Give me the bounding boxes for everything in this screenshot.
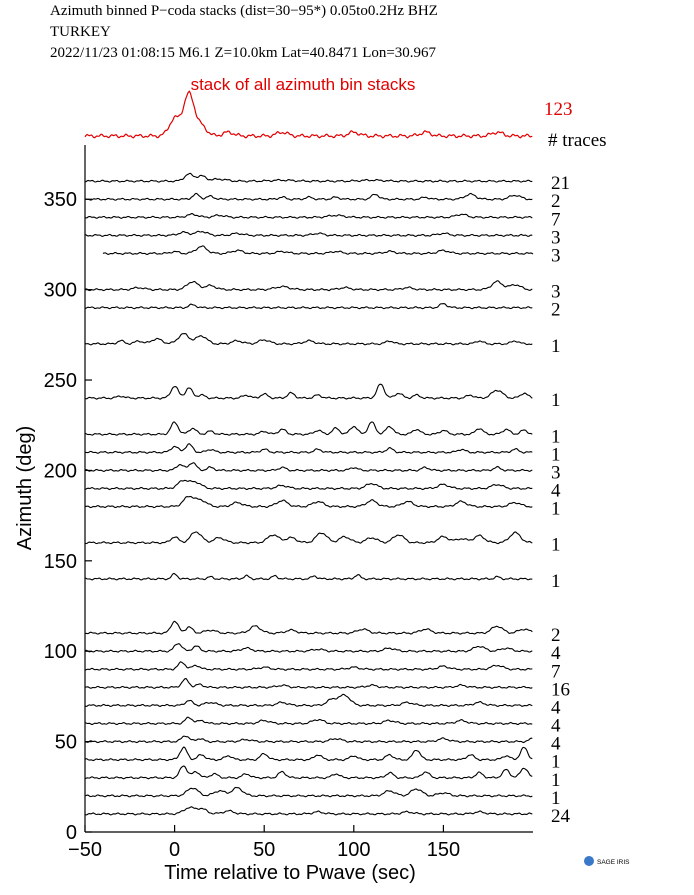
trace-count-az-70: 4 [551,697,561,718]
trace-count-az-30: 1 [551,770,561,791]
y-tick-label-2: 100 [44,641,77,663]
trace-count-az-10: 24 [551,806,571,827]
trace-count-az-210: 1 [551,444,561,465]
trace-count-az-140: 1 [551,571,561,592]
stack-label: stack of all azimuth bin stacks [191,75,416,94]
trace-count-az-90: 7 [551,661,561,682]
header-line-2: TURKEY [50,24,111,40]
x-tick-label-2: 50 [253,839,275,861]
trace-az-140 [84,572,533,581]
y-tick-label-3: 150 [44,551,77,573]
trace-count-az-350: 2 [551,191,561,212]
trace-az-110 [84,620,533,635]
x-ticks: −50 0 50 100 150 [68,825,460,861]
stack-count: 123 [544,99,573,120]
trace-az-160 [84,531,533,545]
trace-count-az-80: 16 [551,679,570,700]
trace-az-180 [84,495,533,509]
trace-az-190 [84,479,533,491]
trace-az-30 [84,765,533,780]
trace-az-50 [84,735,533,744]
trace-count-az-190: 4 [551,481,561,502]
trace-az-200 [84,462,533,472]
trace-az-10 [84,806,533,816]
trace-count-az-330: 3 [551,227,561,248]
trace-count-az-360: 21 [551,173,570,194]
x-tick-label-0: −50 [68,839,102,861]
trace-az-330 [84,230,533,237]
trace-count-az-290: 2 [551,300,561,321]
header-line-3: 2022/11/23 01:08:15 M6.1 Z=10.0km Lat=40… [50,45,437,61]
trace-az-240 [84,383,533,400]
y-axis-label: Azimuth (deg) [14,426,36,551]
trace-az-40 [84,746,533,762]
trace-count-az-60: 4 [551,716,561,737]
x-axis-label: Time relative to Pwave (sec) [164,862,416,884]
trace-az-60 [84,716,533,726]
y-tick-label-6: 300 [44,280,77,302]
y-tick-label-4: 200 [44,460,77,482]
trace-az-80 [85,678,533,689]
trace-az-220 [84,421,533,436]
trace-az-360 [84,172,533,183]
trace-az-320 [102,245,534,256]
traces-label: # traces [548,130,607,151]
trace-az-90 [84,661,533,671]
y-tick-label-0: 0 [66,822,77,844]
logo-text: SAGE IRIS [597,859,630,866]
trace-count-az-160: 1 [551,535,561,556]
trace-count-az-320: 3 [551,245,561,266]
header-line-1: Azimuth binned P−coda stacks (dist=30−95… [50,3,438,19]
trace-lines [84,172,534,816]
y-ticks: 0 50 100 150 200 250 300 350 [44,189,92,844]
x-tick-label-1: 0 [169,839,180,861]
trace-count-az-300: 3 [551,282,561,303]
trace-az-350 [84,192,533,201]
trace-az-210 [84,443,533,454]
trace-count-az-110: 2 [551,625,561,646]
trace-count-az-220: 1 [551,426,561,447]
globe-icon [584,856,594,866]
y-tick-label-1: 50 [55,732,77,754]
y-tick-label-7: 350 [44,189,77,211]
trace-az-70 [84,693,533,707]
trace-az-270 [84,333,533,346]
trace-count-az-180: 1 [551,499,561,520]
x-tick-label-3: 100 [337,839,370,861]
x-tick-label-4: 150 [427,839,460,861]
trace-count-az-100: 4 [551,643,561,664]
trace-az-290 [84,303,533,310]
trace-count-az-50: 4 [551,734,561,755]
trace-count-az-340: 7 [551,209,561,230]
trace-az-300 [84,280,533,292]
trace-count-az-40: 1 [551,752,561,773]
trace-az-100 [84,643,533,653]
y-tick-label-5: 250 [44,370,77,392]
trace-count-az-200: 3 [551,462,561,483]
trace-count-az-20: 1 [551,788,561,809]
trace-az-20 [84,786,533,798]
trace-az-340 [84,213,533,219]
sage-logo: SAGE IRIS [584,856,630,866]
trace-count-az-270: 1 [551,336,561,357]
stack-trace-line [84,90,533,139]
trace-count-az-240: 1 [551,390,561,411]
